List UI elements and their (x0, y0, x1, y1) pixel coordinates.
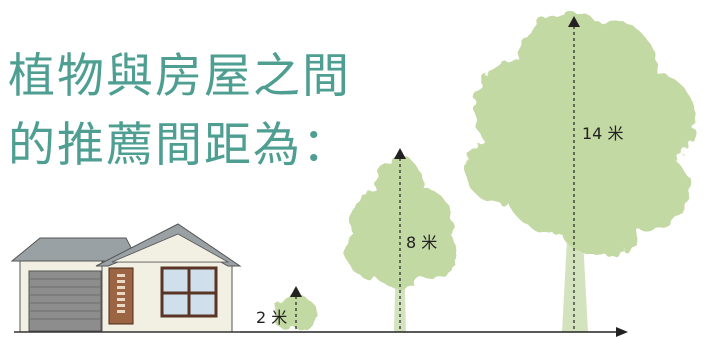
ground-arrowhead (616, 327, 628, 337)
garage-roof (10, 237, 139, 262)
large-tree-height-marker (568, 16, 580, 330)
gable (111, 233, 230, 263)
large-tree (466, 12, 696, 332)
medium-tree-height-label: 8 米 (406, 233, 437, 252)
shrub (274, 296, 318, 329)
ground-axis (240, 327, 628, 337)
shrub-height-marker (290, 286, 302, 330)
title-line-2: 的推薦間距為： (8, 118, 351, 173)
house-illustration (10, 223, 242, 333)
medium-tree (346, 156, 456, 332)
shrub-height-label: 2 米 (256, 308, 287, 327)
medium-tree-height-marker (394, 148, 406, 330)
front-door (108, 267, 134, 325)
garage-door (28, 270, 102, 332)
large-tree-height-label: 14 米 (582, 124, 623, 143)
title-line-1: 植物與房屋之間 (8, 49, 351, 104)
